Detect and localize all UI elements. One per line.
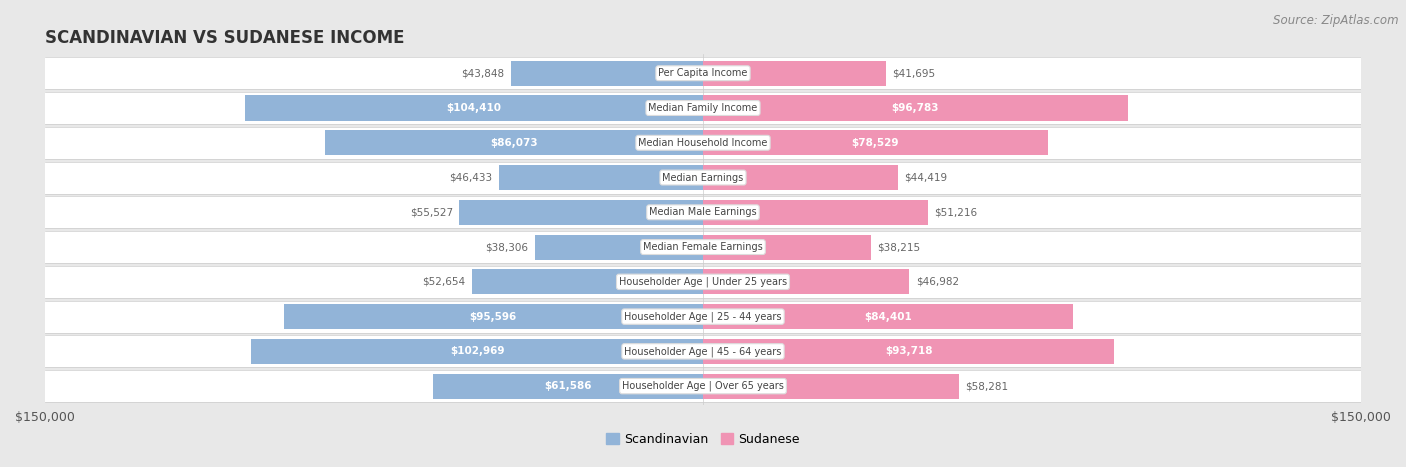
Text: Source: ZipAtlas.com: Source: ZipAtlas.com xyxy=(1274,14,1399,27)
Text: Householder Age | Under 25 years: Householder Age | Under 25 years xyxy=(619,276,787,287)
Bar xyxy=(703,304,1073,329)
Bar xyxy=(703,234,870,260)
Bar xyxy=(703,61,886,86)
Bar xyxy=(499,165,703,190)
Text: Median Earnings: Median Earnings xyxy=(662,172,744,183)
Bar xyxy=(325,130,703,156)
Text: Median Male Earnings: Median Male Earnings xyxy=(650,207,756,217)
Bar xyxy=(703,269,910,294)
Bar xyxy=(45,57,1361,89)
Bar xyxy=(703,374,959,399)
Text: $104,410: $104,410 xyxy=(447,103,502,113)
Bar xyxy=(45,301,1361,333)
Text: $102,969: $102,969 xyxy=(450,347,505,356)
Text: $95,596: $95,596 xyxy=(470,311,517,322)
Text: Householder Age | 25 - 44 years: Householder Age | 25 - 44 years xyxy=(624,311,782,322)
Bar xyxy=(45,127,1361,159)
Text: Median Household Income: Median Household Income xyxy=(638,138,768,148)
Text: Householder Age | Over 65 years: Householder Age | Over 65 years xyxy=(621,381,785,391)
Bar xyxy=(703,130,1047,156)
Text: $96,783: $96,783 xyxy=(891,103,939,113)
Bar xyxy=(252,339,703,364)
Text: Median Female Earnings: Median Female Earnings xyxy=(643,242,763,252)
Text: SCANDINAVIAN VS SUDANESE INCOME: SCANDINAVIAN VS SUDANESE INCOME xyxy=(45,29,405,47)
Text: $55,527: $55,527 xyxy=(409,207,453,217)
Bar xyxy=(45,335,1361,368)
Bar xyxy=(703,200,928,225)
Bar xyxy=(510,61,703,86)
Text: $84,401: $84,401 xyxy=(865,311,912,322)
Text: $58,281: $58,281 xyxy=(966,381,1008,391)
Text: Median Family Income: Median Family Income xyxy=(648,103,758,113)
Text: $38,306: $38,306 xyxy=(485,242,529,252)
Text: $52,654: $52,654 xyxy=(422,277,465,287)
Text: $38,215: $38,215 xyxy=(877,242,921,252)
Text: $51,216: $51,216 xyxy=(934,207,977,217)
Bar xyxy=(45,162,1361,193)
Bar xyxy=(45,196,1361,228)
Bar xyxy=(460,200,703,225)
Bar xyxy=(45,92,1361,124)
Bar xyxy=(472,269,703,294)
Bar xyxy=(45,370,1361,402)
Bar xyxy=(45,266,1361,298)
Text: Per Capita Income: Per Capita Income xyxy=(658,68,748,78)
Text: $86,073: $86,073 xyxy=(491,138,538,148)
Bar xyxy=(703,339,1114,364)
Text: $46,982: $46,982 xyxy=(915,277,959,287)
Text: $93,718: $93,718 xyxy=(884,347,932,356)
Text: $43,848: $43,848 xyxy=(461,68,505,78)
Text: $44,419: $44,419 xyxy=(904,172,948,183)
Bar xyxy=(703,95,1128,120)
Bar xyxy=(245,95,703,120)
Bar xyxy=(703,165,898,190)
Legend: Scandinavian, Sudanese: Scandinavian, Sudanese xyxy=(602,428,804,451)
Text: Householder Age | 45 - 64 years: Householder Age | 45 - 64 years xyxy=(624,346,782,357)
Bar xyxy=(534,234,703,260)
Text: $46,433: $46,433 xyxy=(450,172,492,183)
Text: $61,586: $61,586 xyxy=(544,381,592,391)
Bar xyxy=(284,304,703,329)
Text: $41,695: $41,695 xyxy=(893,68,935,78)
Bar xyxy=(433,374,703,399)
Bar xyxy=(45,231,1361,263)
Text: $78,529: $78,529 xyxy=(852,138,898,148)
